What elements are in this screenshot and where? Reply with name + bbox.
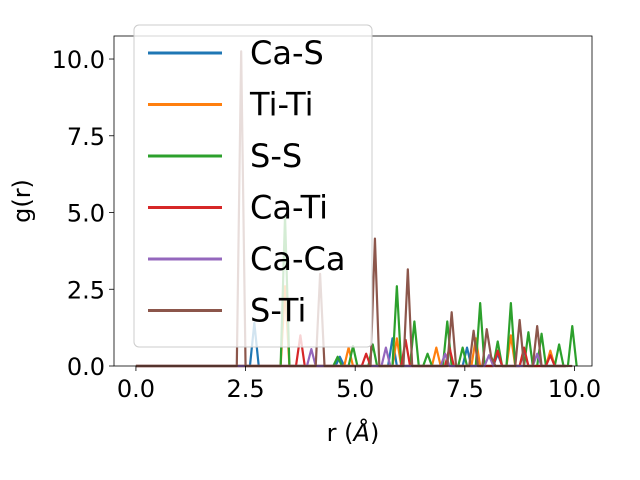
x-tick-label: 5.0 bbox=[336, 375, 374, 403]
y-tick-label: 5.0 bbox=[67, 200, 105, 228]
legend-label-s-s: S-S bbox=[250, 137, 302, 175]
x-tick-label: 0.0 bbox=[117, 375, 155, 403]
y-tick-label: 2.5 bbox=[67, 276, 105, 304]
legend-label-s-ti: S-Ti bbox=[250, 292, 306, 330]
legend-label-ti-ti: Ti-Ti bbox=[249, 86, 314, 124]
x-tick-label: 7.5 bbox=[446, 375, 484, 403]
legend-label-ca-ca: Ca-Ca bbox=[250, 240, 345, 278]
y-axis-label: g(r) bbox=[8, 179, 36, 223]
x-tick-label: 10.0 bbox=[548, 375, 601, 403]
y-tick-label: 0.0 bbox=[67, 353, 105, 381]
ticks-layer: 0.0 2.5 5.0 7.5 10.0 0.0 2.5 5.0 7.5 10.0 bbox=[52, 46, 602, 403]
legend-entries: Ca-S Ti-Ti S-S Ca-Ti Ca-Ca S-Ti bbox=[148, 34, 345, 330]
x-tick-label: 2.5 bbox=[226, 375, 264, 403]
y-tick-label: 10.0 bbox=[52, 46, 105, 74]
x-axis-label: r (Å) bbox=[327, 418, 380, 447]
legend: Ca-S Ti-Ti S-S Ca-Ti Ca-Ca S-Ti bbox=[133, 24, 373, 348]
legend-label-ca-ti: Ca-Ti bbox=[250, 189, 328, 227]
legend-label-ca-s: Ca-S bbox=[250, 34, 324, 72]
y-tick-label: 7.5 bbox=[67, 123, 105, 151]
